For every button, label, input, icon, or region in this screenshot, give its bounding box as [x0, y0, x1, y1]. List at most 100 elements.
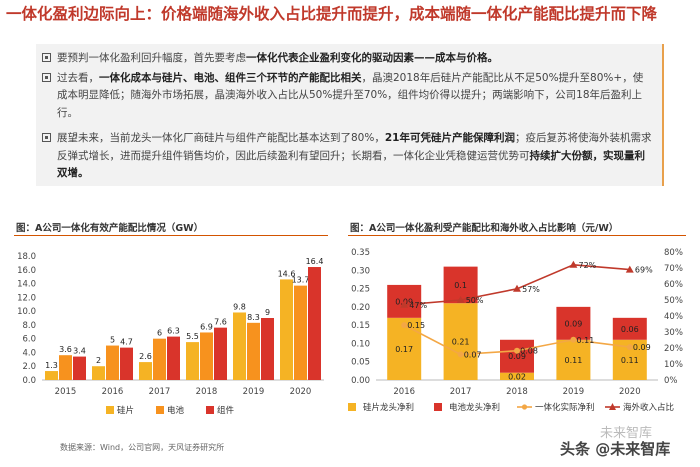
y2-tick-label: 70% [664, 264, 683, 274]
data-label: 0.09 [564, 319, 582, 328]
bar-电池 [200, 332, 213, 380]
y-tick-label: 4.0 [22, 348, 36, 358]
bullet-run: 展望未来，当前龙头一体化厂商硅片与组件产能配比基本达到了80%， [57, 132, 385, 144]
x-tick-label: 2020 [619, 387, 641, 397]
y2-tick-label: 60% [664, 280, 683, 290]
y2-tick-label: 40% [664, 312, 683, 322]
y-tick-label: 0.35 [351, 248, 370, 258]
bar-电池 [294, 285, 307, 380]
bullet-text: 要预判一体化盈利回升幅度，首先要考虑一体化代表企业盈利变化的驱动因素——成本与价… [57, 52, 498, 64]
bar-电池 [153, 338, 166, 380]
data-label: 50% [466, 296, 484, 305]
y2-tick-label: 80% [664, 248, 683, 258]
x-tick-label: 2016 [393, 387, 415, 397]
x-tick-label: 2019 [243, 387, 265, 397]
bar-硅片龙头净利 [556, 339, 591, 380]
bullet-3: 展望未来，当前龙头一体化厂商硅片与组件产能配比基本达到了80%，21年可凭硅片产… [42, 130, 652, 183]
legend-swatch [348, 403, 356, 411]
x-tick-label: 2016 [102, 387, 124, 397]
bar-硅片 [139, 362, 152, 380]
data-label: 0.02 [508, 372, 526, 381]
line-overseas-share [404, 263, 630, 306]
y-tick-label: 12.0 [17, 293, 36, 303]
bullet-run: ；疫后复苏将使海外装机需求反弹式增长，进而提升组件销售均价，因此后续盈利有望回升… [57, 132, 652, 162]
bar-硅片龙头净利 [443, 303, 478, 380]
bullet-run: ，晶澳2018年后硅片产能配比从不足50%提升至80%+，使成本明显降低；随海外… [57, 71, 644, 119]
bar-硅片 [45, 371, 58, 380]
y-tick-label: 16.0 [17, 266, 36, 276]
data-label: 0.06 [621, 325, 639, 334]
data-label: 0.17 [395, 345, 413, 354]
x-tick-label: 2017 [149, 387, 171, 397]
legend-label: 电池龙头净利 [449, 402, 500, 413]
y-tick-label: 0.15 [351, 321, 370, 331]
bar-硅片 [92, 366, 105, 380]
point-overseas-share [625, 265, 634, 273]
y2-tick-label: 20% [664, 344, 683, 354]
point-net-profit [457, 351, 464, 358]
point-overseas-share [569, 260, 578, 268]
legend-label: 组件 [217, 405, 235, 416]
x-tick-label: 2017 [450, 387, 472, 397]
bar-电池龙头净利 [500, 339, 534, 373]
data-label: 9 [265, 308, 270, 317]
y-tick-label: 0.05 [351, 358, 370, 368]
y-tick-label: 0.00 [351, 376, 370, 386]
data-label: 0.08 [520, 347, 538, 356]
y2-tick-label: 50% [664, 296, 683, 306]
data-label: 14.6 [278, 269, 296, 278]
y2-tick-label: 0% [664, 376, 678, 386]
y-tick-label: 10.0 [17, 307, 36, 317]
data-label: 0.11 [621, 356, 639, 365]
legend-label: 海外收入占比 [623, 402, 674, 413]
bar-电池 [247, 322, 260, 380]
bar-电池龙头净利 [612, 317, 647, 340]
data-label: 69% [635, 266, 653, 275]
bar-组件 [308, 267, 321, 380]
y-tick-label: 0.0 [22, 376, 36, 386]
bar-硅片 [186, 342, 199, 380]
data-label: 3.4 [73, 347, 86, 356]
bullet-text: 展望未来，当前龙头一体化厂商硅片与组件产能配比基本达到了80%，21年可凭硅片产… [57, 132, 651, 179]
legend-marker [521, 404, 528, 410]
bullet-run: 21年可凭硅片产能保障利润 [384, 132, 515, 144]
chart-title: 图：A公司一体化有效产能配比情况（GW） [16, 223, 204, 234]
legend-swatch [156, 406, 164, 414]
data-label: 9.8 [233, 302, 246, 311]
bullet-2: 过去看，一体化成本与硅片、电池、组件三个环节的产能配比相关，晶澳2018年后硅片… [42, 70, 652, 123]
data-label: 4.7 [120, 338, 133, 347]
bar-电池 [106, 345, 119, 380]
summary-box: 要预判一体化盈利回升幅度，首先要考虑一体化代表企业盈利变化的驱动因素——成本与价… [36, 44, 664, 186]
chart-title: 图：A公司一体化盈利受产能配比和海外收入占比影响（元/W） [350, 223, 619, 234]
watermark: 未来智库 头条 @未来智库 [560, 420, 700, 467]
bullet-1: 要预判一体化盈利回升幅度，首先要考虑一体化代表企业盈利变化的驱动因素——成本与价… [42, 50, 652, 68]
square-bullet-icon [42, 133, 51, 142]
data-label: 1.3 [45, 361, 58, 370]
square-bullet-icon [42, 53, 51, 62]
bullet-run: 一体化成本与硅片、电池、组件三个环节的产能配比相关 [99, 71, 362, 84]
data-label: 0.07 [464, 350, 482, 359]
y2-tick-label: 30% [664, 328, 683, 338]
data-label: 0.1 [454, 281, 467, 290]
bar-组件 [167, 336, 180, 380]
legend-swatch [434, 403, 442, 411]
data-source: 数据来源：Wind，公司官网，天风证券研究所 [60, 443, 225, 452]
data-label: 16.4 [306, 257, 324, 266]
bar-硅片 [280, 279, 293, 380]
data-label: 5.5 [186, 332, 199, 341]
bar-组件 [214, 327, 227, 380]
data-label: 6.3 [167, 327, 180, 336]
legend-label: 电池 [167, 405, 185, 416]
data-label: 0.21 [452, 338, 470, 347]
watermark-text: 头条 @未来智库 [560, 440, 671, 458]
y-tick-label: 2.0 [22, 362, 36, 372]
y2-tick-label: 10% [664, 360, 683, 370]
title-divider [348, 235, 686, 236]
data-label: 72% [579, 261, 597, 270]
square-bullet-icon [42, 72, 51, 82]
legend-marker [609, 403, 616, 410]
x-tick-label: 2019 [563, 387, 585, 397]
data-label: 5 [110, 336, 115, 345]
bar-硅片龙头净利 [387, 317, 422, 380]
data-label: 0.09 [508, 352, 526, 361]
